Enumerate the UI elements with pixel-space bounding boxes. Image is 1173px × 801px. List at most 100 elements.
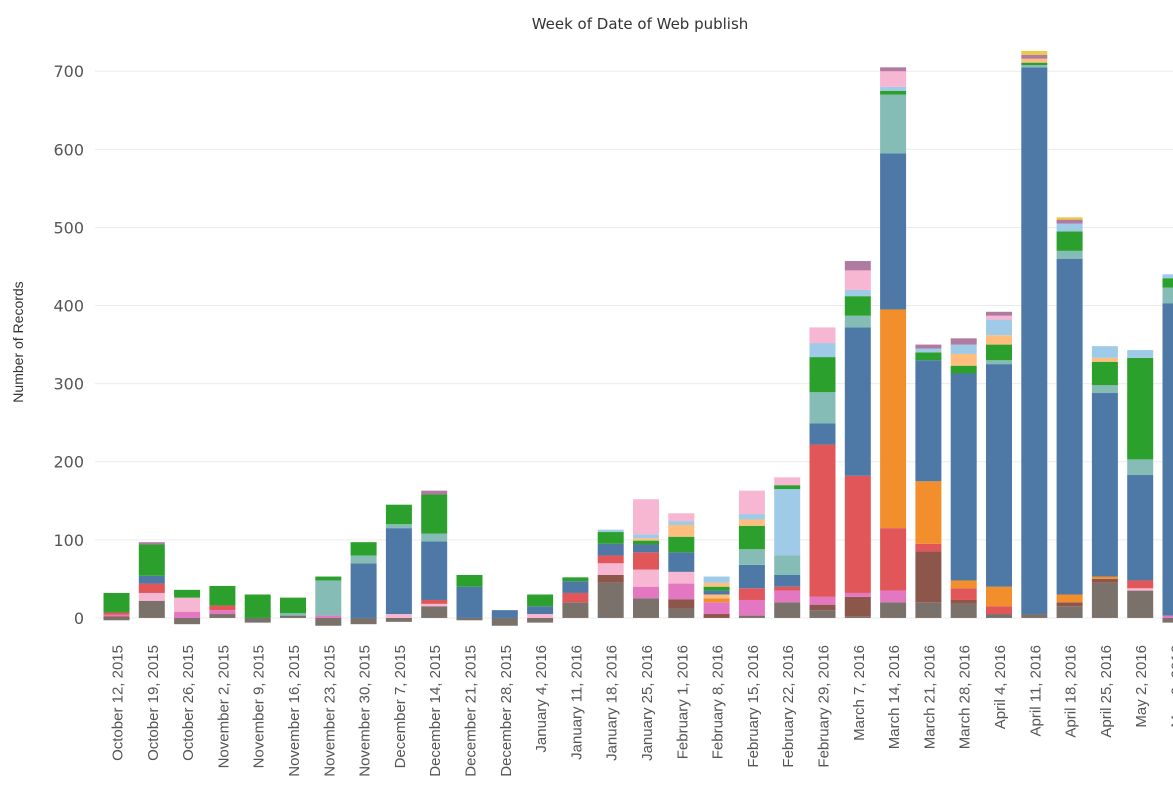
bar-segment <box>950 344 977 354</box>
bar-segment <box>1056 594 1083 603</box>
bar-segment <box>1056 231 1083 251</box>
bar-segment <box>738 564 765 589</box>
y-tick-label: 300 <box>53 375 84 394</box>
bar-segment <box>1091 357 1118 362</box>
bar-segment <box>1021 58 1048 63</box>
bar-segment <box>844 270 871 290</box>
bar-segment <box>880 602 907 618</box>
chart-title: Week of Date of Web publish <box>531 15 749 33</box>
bar-segment <box>491 617 518 626</box>
bar-segment <box>1091 576 1118 579</box>
bar-segment <box>915 543 942 552</box>
bar-segment <box>880 86 907 91</box>
bar-segment <box>1056 219 1083 224</box>
y-tick-label: 700 <box>53 62 84 81</box>
bar-segment <box>774 574 801 587</box>
bar-segment <box>1056 602 1083 607</box>
bar-segment <box>703 614 730 618</box>
bar-segment <box>915 481 942 544</box>
bar-segment <box>950 365 977 374</box>
bar-segment <box>738 525 765 550</box>
bar-segment <box>1162 287 1173 304</box>
bar-segment <box>738 514 765 520</box>
bar-segment <box>774 602 801 618</box>
bar-segment <box>1127 588 1154 591</box>
bar-segment <box>774 586 801 591</box>
bar-segment <box>950 588 977 600</box>
bar-segment <box>986 311 1012 316</box>
bar-segment <box>1056 223 1083 232</box>
bar-segment <box>703 576 730 583</box>
bar-segment <box>844 592 871 597</box>
bar-segment <box>280 597 306 614</box>
x-tick-label: November 9, 2015 <box>251 645 268 768</box>
bar-segment <box>174 611 201 618</box>
bar-segment <box>668 599 695 609</box>
bar-segment <box>668 513 695 522</box>
bar-segment <box>209 605 236 611</box>
bar-segment <box>633 534 659 539</box>
bar-segment <box>668 571 695 584</box>
bar-segment <box>1021 614 1048 618</box>
bar-segment <box>986 319 1012 336</box>
bar-segment <box>809 392 836 424</box>
bar-segment <box>915 551 942 603</box>
bar-segment <box>562 602 589 618</box>
bar-segment <box>385 528 412 615</box>
bar-segment <box>774 485 801 490</box>
bar-segment <box>421 541 448 600</box>
x-tick-label: January 11, 2016 <box>568 645 585 760</box>
bar-segment <box>880 94 907 154</box>
bar-segment <box>315 580 342 616</box>
bar-segment <box>456 617 483 621</box>
bar-segment <box>774 477 801 486</box>
x-tick-label: December 7, 2015 <box>392 645 409 768</box>
bar-segment <box>174 617 201 625</box>
bar-segment <box>138 544 165 576</box>
y-tick-label: 0 <box>74 609 84 628</box>
bar-segment <box>1127 590 1154 618</box>
bar-segment <box>1091 582 1118 618</box>
bar-segment <box>844 296 871 316</box>
bar-segment <box>421 606 448 618</box>
bar-segment <box>809 423 836 445</box>
bar-segment <box>880 309 907 529</box>
bar-segment <box>385 504 412 525</box>
bar-segment <box>456 586 483 618</box>
bar-segment <box>1056 258 1083 595</box>
bar-segment <box>738 549 765 565</box>
bar-segment <box>1091 361 1118 386</box>
x-tick-label: April 11, 2016 <box>1027 645 1044 736</box>
bar-segment <box>527 617 554 623</box>
bar-segment <box>738 519 765 526</box>
bar-segment <box>986 614 1012 618</box>
bar-segment <box>809 357 836 393</box>
bar-segment <box>1091 578 1118 583</box>
bar-segment <box>809 610 836 618</box>
bar-segment <box>597 543 624 556</box>
x-tick-label: October 12, 2015 <box>110 645 127 761</box>
bar-segment <box>703 590 730 595</box>
x-tick-label: February 8, 2016 <box>710 645 727 759</box>
bar-segment <box>209 585 236 606</box>
bar-segment <box>844 289 871 297</box>
bar-segment <box>844 616 871 618</box>
bar-segment <box>915 344 942 349</box>
bar-segment <box>880 71 907 87</box>
bar-segment <box>668 521 695 526</box>
bar-segment <box>668 552 695 572</box>
x-tick-label: December 21, 2015 <box>463 645 480 777</box>
bar-segment <box>385 524 412 529</box>
x-tick-label: December 28, 2015 <box>498 645 515 777</box>
x-tick-label: February 22, 2016 <box>780 645 797 768</box>
x-tick-label: January 4, 2016 <box>533 645 550 753</box>
bar-segment <box>280 613 306 616</box>
bar-segment <box>421 599 448 604</box>
x-tick-label: May 9, 2016 <box>1169 645 1173 728</box>
bar-segment <box>915 352 942 361</box>
bar-segment <box>633 586 659 599</box>
bar-segment <box>1127 459 1154 476</box>
bar-segment <box>138 592 165 601</box>
x-tick-label: February 15, 2016 <box>745 645 762 768</box>
